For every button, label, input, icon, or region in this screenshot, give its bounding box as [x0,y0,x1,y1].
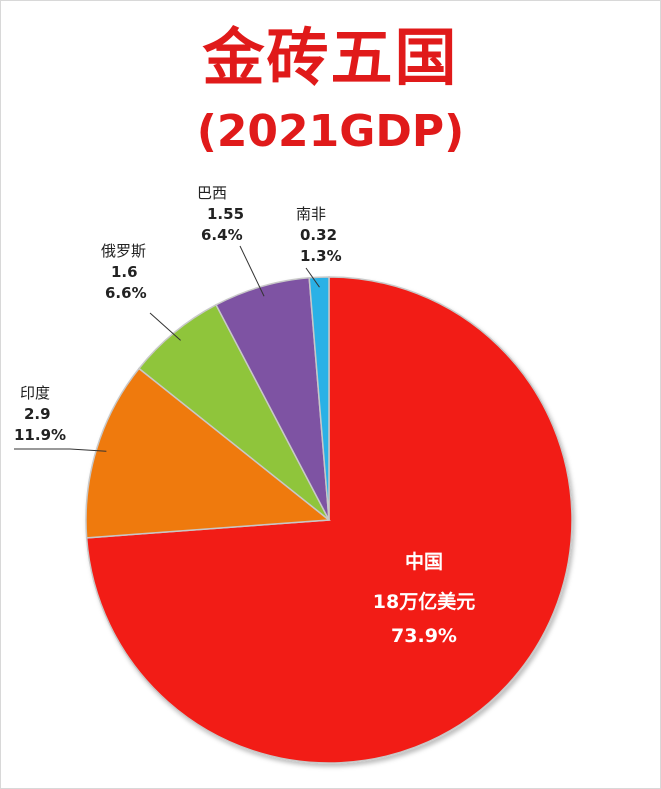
slice-label-percent-2: 6.6% [105,284,147,302]
slice-label-value-1: 2.9 [24,405,51,423]
slice-label-value-3: 1.55 [207,205,244,223]
slice-label-name-3: 巴西 [197,184,227,202]
slice-label-value-4: 0.32 [300,226,337,244]
leader-line-2 [149,312,181,341]
chart-subtitle: (2021GDP) [196,106,465,157]
slice-label-name-1: 印度 [20,384,50,402]
slice-label-percent-0: 73.9% [391,625,457,647]
slice-label-value-0: 18万亿美元 [373,590,475,613]
chart-title: 金砖五国 [202,21,459,94]
slice-label-percent-3: 6.4% [201,226,243,244]
slice-label-percent-4: 1.3% [300,247,342,265]
slice-label-name-4: 南非 [296,205,326,223]
pie-slice-4 [308,276,330,521]
leader-line-4 [305,267,320,288]
slice-label-value-2: 1.6 [111,263,138,281]
slice-label-percent-1: 11.9% [14,426,66,444]
leader-line-3 [239,245,265,297]
leader-line-1 [14,448,107,452]
slice-label-name-0: 中国 [405,550,443,573]
pie-slice-1 [85,367,331,539]
slice-label-name-2: 俄罗斯 [101,242,146,260]
